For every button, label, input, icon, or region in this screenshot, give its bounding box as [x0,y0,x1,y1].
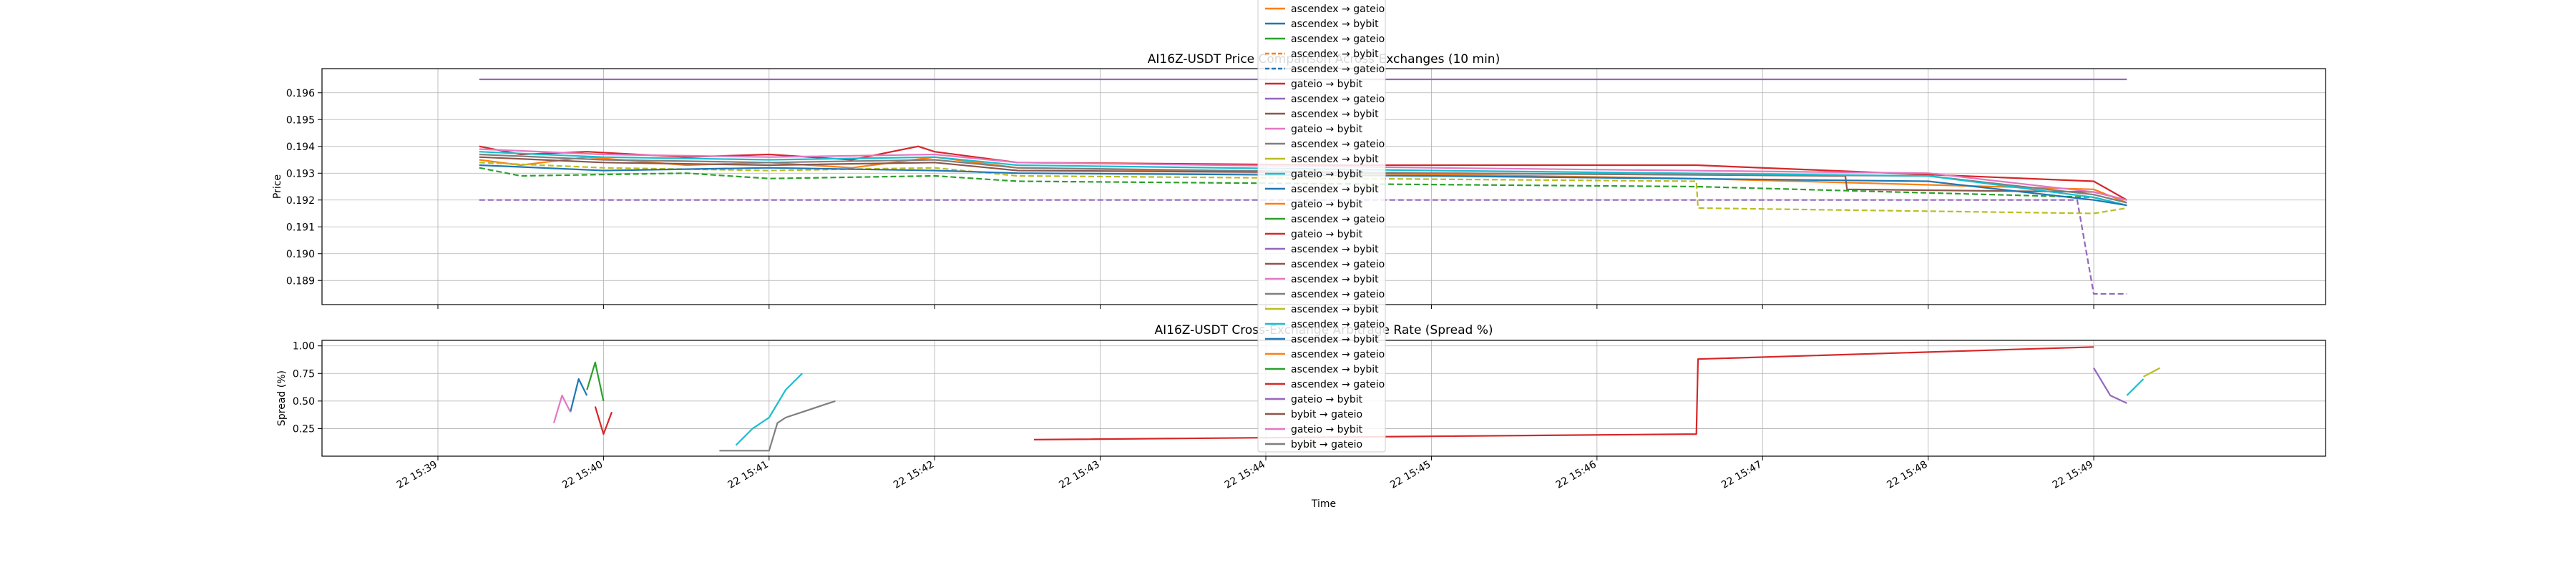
series-line [719,400,836,452]
legend-entry-label: ascendex → gateio [1291,64,1385,75]
y-tick-label: 1.00 [293,341,315,352]
series-line [479,153,2127,204]
series-line [479,151,2127,207]
series-line [479,199,2127,295]
legend-entry-label: ascendex → gateio [1291,139,1385,150]
series-line [479,167,2127,207]
series-line [2093,368,2127,404]
price-chart-series [479,78,2127,295]
series-line [479,156,2127,201]
y-tick-label: 0.193 [286,168,315,179]
spread-chart-y-ticks: 0.25 0.50 0.75 1.00 [293,341,322,435]
y-tick-label: 0.196 [286,88,315,99]
series-line [594,406,613,435]
legend-entry-label: ascendex → gateio [1291,349,1385,360]
legend-entry-label: bybit → gateio [1291,439,1362,450]
series-line [479,145,2127,201]
series-line [2126,378,2145,396]
legend-entry-label: ascendex → gateio [1291,289,1385,300]
legend-entry-label: bybit → gateio [1291,409,1362,420]
legend-entry-label: gateio → bybit [1291,79,1363,90]
price-chart-y-label: Price [272,174,283,199]
legend-entry-label: ascendex → bybit [1291,184,1379,195]
y-tick-label: 0.195 [286,114,315,126]
legend-entry-label: ascendex → gateio [1291,4,1385,15]
series-line [552,394,572,424]
legend-entry-label: ascendex → bybit [1291,109,1379,120]
y-tick-label: 0.191 [286,222,315,233]
legend-entry-label: ascendex → bybit [1291,304,1379,315]
series-line [479,164,2127,207]
y-tick-label: 0.75 [293,368,315,380]
legend-entry-label: gateio → bybit [1291,424,1363,435]
series-line [479,148,2127,201]
series-line [570,378,588,413]
price-chart-panel: 0.189 0.190 0.191 0.192 0.193 0.194 0.195 0.196… [272,52,2326,309]
legend-entry-label: ascendex → bybit [1291,334,1379,345]
legend-entry-label: ascendex → gateio [1291,319,1385,330]
legend-entry-label: gateio → bybit [1291,229,1363,240]
legend-entry-label: ascendex → bybit [1291,364,1379,375]
legend-entry-label: ascendex → gateio [1291,379,1385,390]
legend-entry-label: ascendex → bybit [1291,19,1379,30]
y-tick-label: 0.192 [286,195,315,207]
series-line [586,361,605,402]
legend-entry-label: gateio → bybit [1291,199,1363,210]
legend: ascendex → gateio ascendex → bybit ascende… [1257,0,1386,453]
legend-entry-label: ascendex → bybit [1291,49,1379,60]
legend-entry-label: ascendex → gateio [1291,214,1385,225]
price-chart-y-ticks: 0.189 0.190 0.191 0.192 0.193 0.194 0.195 0.196 [286,88,322,287]
y-tick-label: 0.190 [286,249,315,260]
y-tick-label: 0.194 [286,142,315,153]
y-tick-label: 0.25 [293,423,315,435]
legend-entry-label: ascendex → bybit [1291,244,1379,255]
legend-entry-label: ascendex → gateio [1291,94,1385,105]
series-line [735,373,803,446]
legend-entry-label: ascendex → bybit [1291,154,1379,165]
legend-entry-label: gateio → bybit [1291,394,1363,405]
spread-chart-x-label: Time [1311,498,1336,510]
series-line [2142,367,2161,378]
legend-entry-label: gateio → bybit [1291,169,1363,180]
y-tick-label: 0.189 [286,275,315,287]
legend-box [1257,0,1386,453]
spread-chart-y-label: Spread (%) [276,370,288,426]
y-tick-label: 0.50 [293,396,315,408]
legend-entry-label: ascendex → bybit [1291,274,1379,285]
legend-entry-label: ascendex → gateio [1291,259,1385,270]
legend-entry-label: ascendex → gateio [1291,34,1385,45]
legend-entry-label: gateio → bybit [1291,124,1363,135]
